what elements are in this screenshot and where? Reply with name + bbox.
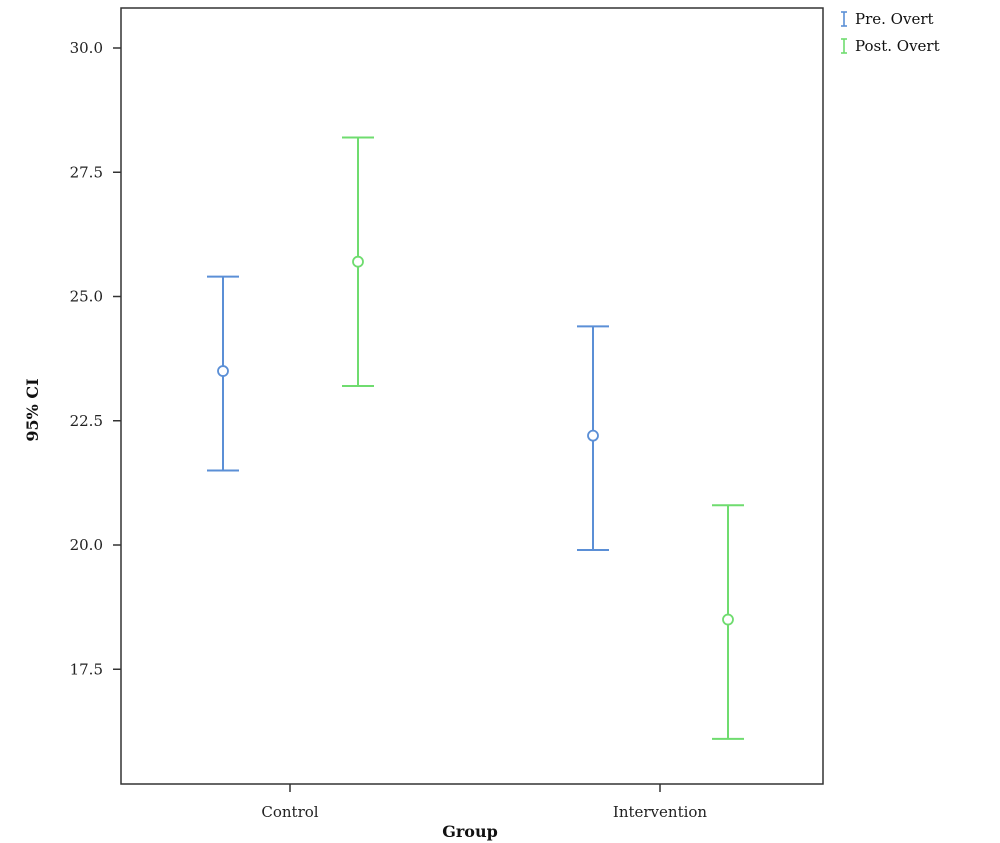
error-bar	[712, 504, 744, 740]
mean-marker	[722, 613, 734, 626]
y-tick-label: 27.5	[70, 163, 103, 181]
plot-marks	[207, 136, 744, 740]
legend-item: Post. Overt	[841, 37, 940, 55]
legend-label: Pre. Overt	[855, 10, 934, 28]
y-tick-label: 25.0	[70, 288, 103, 306]
x-axis-title: Group	[442, 822, 498, 841]
error-bar	[207, 275, 239, 472]
error-bar	[577, 325, 609, 551]
mean-marker	[217, 365, 229, 377]
y-tick-label: 22.5	[70, 412, 103, 430]
legend-label: Post. Overt	[855, 37, 940, 55]
y-tick-label: 30.0	[70, 39, 103, 57]
plot-frame	[120, 7, 824, 785]
mean-marker	[352, 255, 364, 268]
mean-marker	[587, 429, 599, 442]
y-tick-label: 17.5	[70, 660, 103, 678]
x-axis: Control Intervention	[261, 784, 707, 821]
x-tick-label: Control	[261, 803, 318, 821]
error-bar	[342, 136, 374, 387]
y-tick-label: 20.0	[70, 536, 103, 554]
y-axis-title: 95% CI	[23, 378, 42, 441]
error-bar-icon	[841, 11, 847, 27]
legend-item: Pre. Overt	[841, 10, 934, 28]
legend: Pre. Overt Post. Overt	[841, 10, 940, 55]
x-tick-label: Intervention	[613, 803, 708, 821]
y-axis: 30.0 27.5 25.0 22.5 20.0 17.5	[70, 39, 121, 678]
error-bar-icon	[841, 38, 847, 54]
